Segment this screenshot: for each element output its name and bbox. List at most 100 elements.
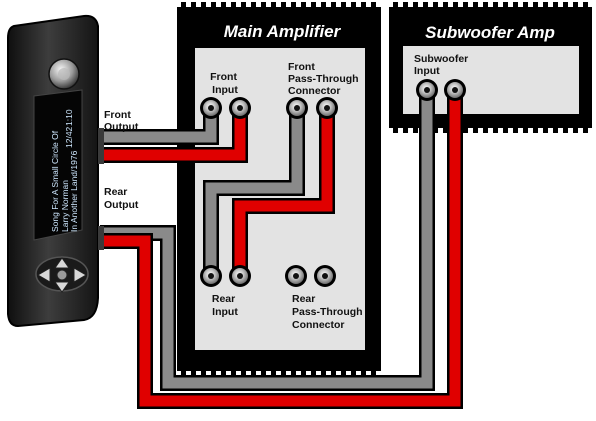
heatsink-fin [393,127,398,133]
heatsink-fin [403,127,408,133]
heatsink-fin [453,2,458,8]
rear-input-label: Rear Input [212,293,238,318]
car-stereo-head-unit-icon: Song For A Small Circle Of Larry Norman … [7,14,104,328]
heatsink-fin [211,2,216,8]
sub-amp-top-teeth [393,2,588,8]
front-output-label: Front Output [104,109,139,133]
nav-right-button[interactable] [73,267,87,283]
heatsink-fin [433,2,438,8]
heatsink-fin [543,127,548,133]
heatsink-fin [523,2,528,8]
heatsink-fin [351,2,356,8]
front-passthrough-right-jack [316,97,338,119]
heatsink-fin [443,127,448,133]
heatsink-fin [271,370,276,376]
heatsink-fin [483,2,488,8]
heatsink-fin [533,127,538,133]
rear-passthrough-left-jack [285,265,307,287]
front-input-right-jack [229,97,251,119]
heatsink-fin [321,2,326,8]
sub-amp-input-jacks [416,79,466,101]
heatsink-fin [221,370,226,376]
subwoofer-input-label: Subwoofer Input [414,53,471,77]
rear-passthrough-right-jack [314,265,336,287]
heatsink-fin [211,370,216,376]
heatsink-fin [321,370,326,376]
heatsink-fin [221,2,226,8]
head-unit-display-text: Song For A Small Circle Of Larry Norman … [50,130,79,232]
heatsink-fin [271,2,276,8]
heatsink-fin [473,2,478,8]
heatsink-fin [503,2,508,8]
heatsink-fin [351,370,356,376]
heatsink-fin [311,2,316,8]
heatsink-fin [433,127,438,133]
main-amp-rear-passthrough-jacks [285,265,336,287]
main-amp-front-passthrough-jacks [286,97,338,119]
heatsink-fin [201,2,206,8]
heatsink-fin [423,2,428,8]
heatsink-fin [503,127,508,133]
rear-passthrough-label: Rear Pass-Through Connector [292,293,366,331]
sub-input-left-jack [416,79,438,101]
front-input-left-jack [200,97,222,119]
heatsink-fin [493,127,498,133]
main-amp-title: Main Amplifier [224,22,342,41]
heatsink-fin [261,2,266,8]
heatsink-fin [191,2,196,8]
nav-down-button[interactable] [54,281,70,293]
heatsink-fin [231,2,236,8]
heatsink-fin [463,2,468,8]
main-amp-rear-input-jacks [200,265,251,287]
heatsink-fin [291,370,296,376]
heatsink-fin [201,370,206,376]
front-passthrough-label: Front Pass-Through Connector [288,61,362,97]
heatsink-fin [583,2,588,8]
heatsink-fin [191,370,196,376]
heatsink-fin [573,127,578,133]
heatsink-fin [311,370,316,376]
heatsink-fin [241,370,246,376]
rear-input-left-jack [200,265,222,287]
display-album: In Another Land/1976 [69,150,79,232]
main-amp-front-input-jacks [200,97,251,119]
heatsink-fin [281,370,286,376]
heatsink-fin [553,2,558,8]
head-unit-dpad [35,256,89,293]
head-unit-front-output-plug [98,128,104,164]
heatsink-fin [533,2,538,8]
heatsink-fin [563,2,568,8]
cables [100,93,463,409]
heatsink-fin [413,127,418,133]
front-passthrough-left-jack [286,97,308,119]
heatsink-fin [463,127,468,133]
nav-left-button[interactable] [37,267,51,283]
heatsink-fin [281,2,286,8]
heatsink-fin [393,2,398,8]
heatsink-fin [413,2,418,8]
heatsink-fin [483,127,488,133]
rear-input-right-jack [229,265,251,287]
heatsink-fin [473,127,478,133]
display-track: Song For A Small Circle Of [50,130,60,232]
cable-front-output-to-front-input [100,112,248,163]
front-input-label: Front Input [210,71,240,96]
heatsink-fin [523,127,528,133]
sub-amp-title: Subwoofer Amp [425,23,555,42]
nav-up-button[interactable] [54,257,70,269]
heatsink-fin [251,370,256,376]
heatsink-fin [553,127,558,133]
heatsink-fin [241,2,246,8]
heatsink-fin [513,2,518,8]
heatsink-fin [341,370,346,376]
heatsink-fin [443,2,448,8]
heatsink-fin [403,2,408,8]
heatsink-fin [301,370,306,376]
heatsink-fin [251,2,256,8]
sub-input-right-jack [444,79,466,101]
nav-center-button[interactable] [56,269,68,281]
heatsink-fin [371,370,376,376]
heatsink-fin [361,2,366,8]
